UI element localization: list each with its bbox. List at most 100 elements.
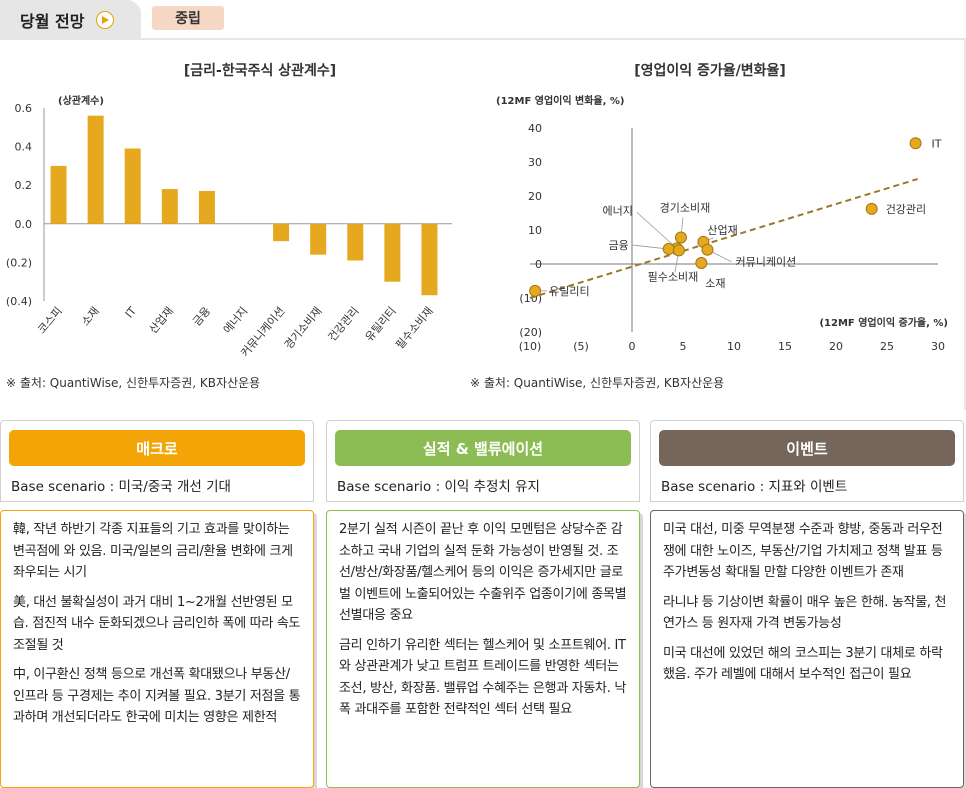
bar — [87, 115, 104, 224]
bar — [347, 223, 364, 261]
scatter-point — [529, 284, 542, 297]
bar-chart-ylabel: (상관계수) — [58, 94, 104, 107]
scatter-y-tick-label: 0 — [535, 258, 542, 271]
scatter-y-tick-label: 10 — [528, 224, 542, 237]
macro-panel-title: 매크로 — [9, 430, 305, 466]
correlation-bar-chart: (상관계수) 0.6 0.4 0.2 0.0 (0.2) (0.4)코스피 소재 IT 산업재 금… — [6, 94, 452, 359]
earnings-scenario: Base scenario : 이익 추정치 유지 — [337, 479, 540, 495]
events-panel-header: 이벤트 Base scenario : 지표와 이벤트 — [650, 420, 964, 502]
events-panel-title: 이벤트 — [659, 430, 955, 466]
play-icon[interactable] — [96, 11, 115, 29]
events-paragraph: 라니냐 등 기상이변 확률이 매우 높은 한해. 농작물, 천연가스 등 원자재… — [663, 594, 947, 632]
outlook-tab[interactable]: 당월 전망 — [0, 0, 141, 40]
earnings-panel-header: 실적 & 밸류에이션 Base scenario : 이익 추정치 유지 — [326, 420, 640, 502]
bar-y-tick-label: 0.2 — [15, 179, 33, 192]
scatter-chart-title: [영업이익 증가율/변화율] — [634, 63, 786, 79]
scatter-x-tick-label: 10 — [727, 340, 741, 353]
bar — [198, 190, 215, 224]
scatter-x-tick-label: (5) — [573, 340, 589, 353]
right-border — [964, 38, 966, 410]
header-divider — [141, 38, 966, 40]
macro-panel-body: 韓, 작년 하반기 각종 지표들의 기고 효과를 맞이하는 변곡점에 와 있음.… — [0, 510, 314, 788]
macro-panel-header: 매크로 Base scenario : 미국/중국 개선 기대 — [0, 420, 314, 502]
scatter-y-tick-label: 30 — [528, 156, 542, 169]
scatter-point-label: 경기소비재 — [660, 201, 711, 214]
scatter-point — [695, 256, 708, 269]
bar-y-tick-label: 0.0 — [15, 218, 33, 231]
bar — [421, 223, 438, 296]
scatter-x-tick-label: 0 — [629, 340, 636, 353]
macro-paragraph: 中, 이구환신 정책 등으로 개선폭 확대됐으나 부동산/인프라 등 구경제는 … — [13, 667, 301, 725]
scatter-point-label: 금융 — [608, 239, 628, 252]
events-panel: 이벤트 Base scenario : 지표와 이벤트 미국 대선, 미중 무역… — [650, 420, 964, 788]
bar-category-label: 소재 — [79, 305, 102, 329]
bar — [310, 223, 327, 255]
bar — [273, 223, 290, 242]
scatter-point-label: 커뮤니케이션 — [735, 256, 796, 269]
neutral-badge: 중립 — [152, 6, 224, 30]
bar-y-tick-label: (0.4) — [6, 295, 32, 308]
scatter-x-tick-label: 5 — [680, 340, 687, 353]
macro-paragraph: 美, 대선 불확실성이 과거 대비 1~2개월 선반영된 모습. 점진적 내수 … — [13, 594, 301, 653]
scatter-x-tick-label: 25 — [880, 340, 894, 353]
scatter-point-label: 건강관리 — [886, 203, 926, 216]
bar — [124, 148, 141, 224]
scatter-leader-line — [632, 244, 669, 250]
scatter-point — [701, 243, 714, 256]
scatter-y-tick-label: 40 — [528, 122, 542, 135]
scatter-y-tick-label: (20) — [519, 326, 542, 339]
bar-category-label: 경기소비재 — [282, 305, 324, 352]
earnings-panel-body: 2분기 실적 시즌이 끝난 후 이익 모멘텀은 상당수준 감소하고 국내 기업의… — [326, 510, 640, 788]
macro-paragraph: 韓, 작년 하반기 각종 지표들의 기고 효과를 맞이하는 변곡점에 와 있음.… — [13, 522, 293, 580]
bar — [384, 223, 401, 282]
bar-category-label: 금융 — [190, 305, 213, 329]
scatter-chart-source: ※ 출처: QuantiWise, 신한투자증권, KB자산운용 — [470, 376, 725, 390]
bar-chart-title: [금리-한국주식 상관계수] — [183, 63, 337, 79]
events-paragraph: 미국 대선에 있었던 해의 코스피는 3분기 대체로 하락했음. 주가 레벨에 … — [663, 645, 943, 683]
outlook-tab-label: 당월 전망 — [20, 12, 85, 31]
bar-category-label: 코스피 — [35, 305, 64, 337]
scatter-chart-ylabel: (12MF 영업이익 변화율, %) — [496, 94, 625, 107]
bar-category-label: 유틸리티 — [363, 305, 399, 344]
scatter-point — [674, 231, 687, 244]
bar-y-tick-label: 0.4 — [15, 141, 33, 154]
events-paragraph: 미국 대선, 미중 무역분쟁 수준과 향방, 중동과 러우전쟁에 대한 노이즈,… — [663, 522, 943, 580]
scatter-point — [909, 137, 922, 150]
bar-category-label: 에너지 — [221, 305, 250, 337]
scatter-point-label: 에너지 — [603, 204, 633, 217]
macro-panel: 매크로 Base scenario : 미국/중국 개선 기대 韓, 작년 하반… — [0, 420, 314, 788]
earnings-paragraph: 금리 인하기 유리한 섹터는 헬스케어 및 소프트웨어. IT와 상관관계가 낮… — [339, 637, 627, 718]
bar-y-tick-label: (0.2) — [6, 256, 32, 269]
events-panel-body: 미국 대선, 미중 무역분쟁 수준과 향방, 중동과 러우전쟁에 대한 노이즈,… — [650, 510, 964, 788]
scatter-leader-line — [636, 212, 678, 249]
bar-category-label: IT — [123, 304, 140, 320]
scatter-point-label: IT — [932, 137, 942, 150]
scatter-point-label: 유틸리티 — [549, 285, 589, 298]
scatter-point — [662, 243, 675, 256]
scatter-x-tick-label: (10) — [519, 340, 542, 353]
bar-chart-source: ※ 출처: QuantiWise, 신한투자증권, KB자산운용 — [6, 376, 261, 390]
events-scenario: Base scenario : 지표와 이벤트 — [661, 479, 848, 495]
scatter-x-tick-label: 20 — [829, 340, 843, 353]
scatter-point-label: 소재 — [705, 277, 725, 290]
bar-category-label: 산업재 — [147, 305, 176, 337]
bar — [161, 189, 178, 224]
scatter-point — [672, 244, 685, 257]
scatter-x-tick-label: 30 — [931, 340, 945, 353]
scatter-trendline — [529, 178, 918, 299]
scatter-point — [865, 202, 878, 215]
bar — [50, 165, 67, 224]
earnings-panel-title: 실적 & 밸류에이션 — [335, 430, 631, 466]
scatter-point-label: 산업재 — [707, 224, 737, 237]
scatter-y-tick-label: 20 — [528, 190, 542, 203]
earnings-paragraph: 2분기 실적 시즌이 끝난 후 이익 모멘텀은 상당수준 감소하고 국내 기업의… — [339, 522, 627, 623]
scatter-chart-xlabel: (12MF 영업이익 증가율, %) — [819, 316, 948, 329]
earnings-scatter-chart: (12MF 영업이익 변화율, %) (12MF 영업이익 증가율, %) 40… — [496, 94, 948, 353]
bar-category-label: 필수소비재 — [393, 305, 435, 352]
bar-y-tick-label: 0.6 — [15, 102, 33, 115]
bar-category-label: 건강관리 — [326, 305, 362, 344]
scatter-point-label: 필수소비재 — [648, 270, 699, 283]
macro-scenario: Base scenario : 미국/중국 개선 기대 — [11, 479, 231, 495]
earnings-panel: 실적 & 밸류에이션 Base scenario : 이익 추정치 유지 2분기… — [326, 420, 640, 788]
scatter-x-tick-label: 15 — [778, 340, 792, 353]
